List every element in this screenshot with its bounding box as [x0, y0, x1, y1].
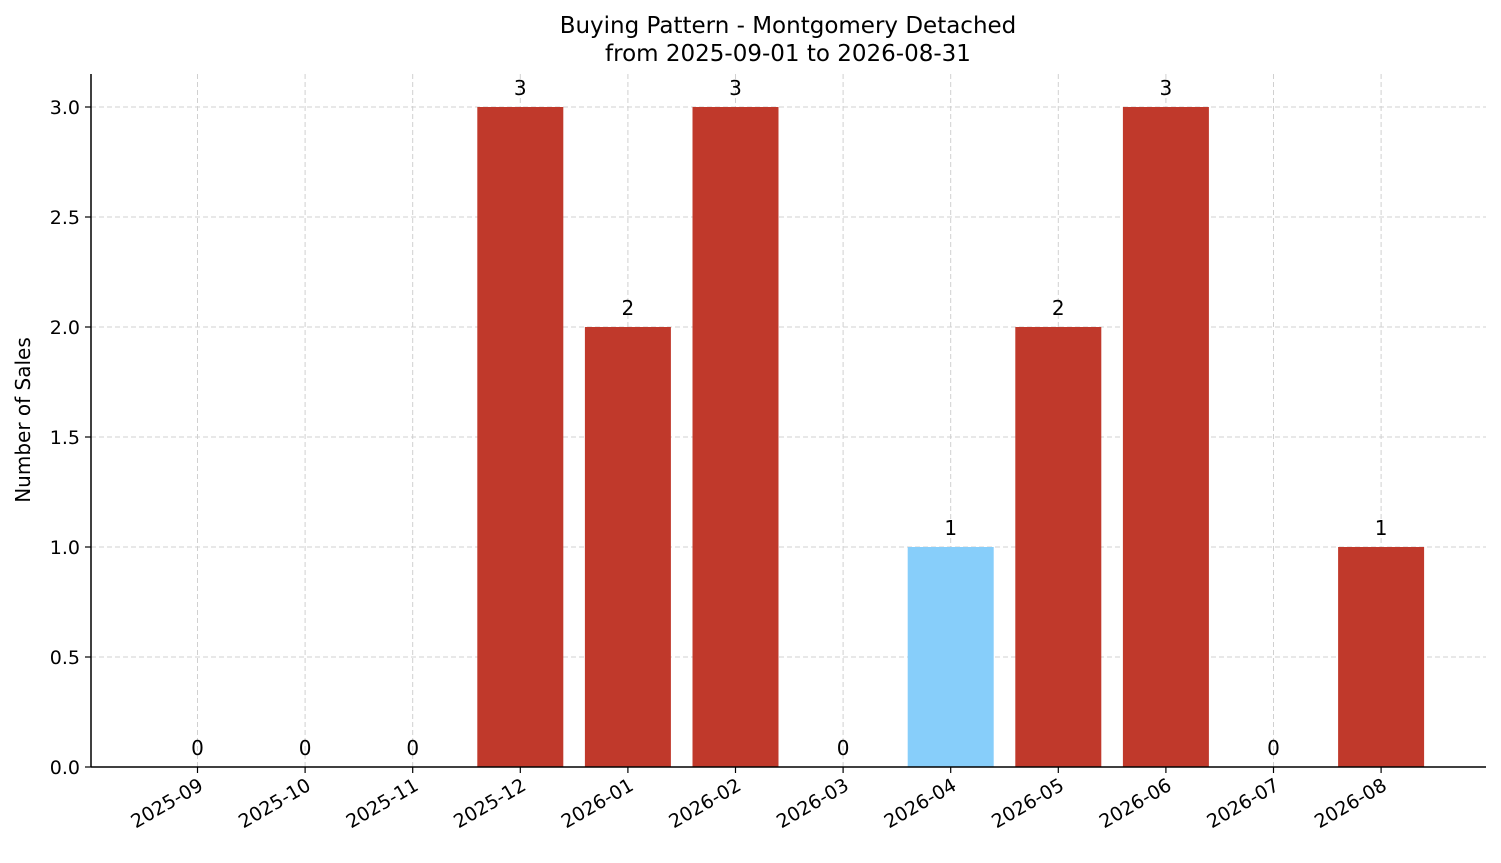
data-label-2026-07: 0	[1267, 736, 1280, 760]
x-tick-label: 2026-01	[558, 774, 638, 833]
chart-title: Buying Pattern - Montgomery Detached	[560, 13, 1017, 39]
y-tick-label: 1.5	[50, 427, 80, 449]
data-label-2025-12: 3	[514, 76, 527, 100]
data-label-2026-04: 1	[944, 516, 957, 540]
x-tick-label: 2026-06	[1096, 774, 1176, 833]
x-tick-label: 2026-05	[988, 774, 1068, 833]
data-label-2025-10: 0	[299, 736, 312, 760]
bar-2026-02	[692, 107, 779, 767]
x-tick-label: 2025-11	[342, 774, 422, 833]
x-tick-label: 2026-07	[1203, 774, 1283, 833]
data-labels: 0 0 0 3 2 3 0 1 2 3 0 1	[191, 76, 1387, 760]
data-label-2026-02: 3	[729, 76, 742, 100]
data-label-2026-01: 2	[622, 296, 635, 320]
y-tick-label: 0.0	[50, 757, 80, 779]
bar-2026-06	[1122, 107, 1209, 767]
data-label-2026-06: 3	[1160, 76, 1173, 100]
data-label-2026-03: 0	[837, 736, 850, 760]
y-tick-label: 1.0	[50, 537, 80, 559]
x-tick-label: 2025-09	[127, 774, 207, 833]
bar-2026-05	[1015, 327, 1102, 767]
x-tick-label: 2026-02	[665, 774, 745, 833]
bar-2026-04	[907, 547, 994, 767]
data-label-2026-08: 1	[1375, 516, 1388, 540]
chart-subtitle: from 2025-09-01 to 2026-08-31	[605, 41, 971, 67]
bars	[477, 107, 1425, 767]
y-tick-label: 0.5	[50, 647, 80, 669]
bar-2025-12	[477, 107, 564, 767]
data-label-2025-09: 0	[191, 736, 204, 760]
x-tick-label: 2026-04	[880, 774, 960, 833]
data-label-2025-11: 0	[406, 736, 419, 760]
grid	[91, 74, 1486, 768]
y-axis-label: Number of Sales	[11, 337, 35, 503]
x-tick-label: 2025-12	[450, 774, 530, 833]
x-tick-label: 2026-03	[773, 774, 853, 833]
bar-2026-08	[1338, 547, 1425, 767]
bar-2026-01	[584, 327, 671, 767]
x-tick-label: 2025-10	[235, 774, 315, 833]
y-tick-label: 2.0	[50, 317, 80, 339]
data-label-2026-05: 2	[1052, 296, 1065, 320]
x-tick-label: 2026-08	[1311, 774, 1391, 833]
y-tick-label: 3.0	[50, 97, 80, 119]
y-tick-label: 2.5	[50, 207, 80, 229]
